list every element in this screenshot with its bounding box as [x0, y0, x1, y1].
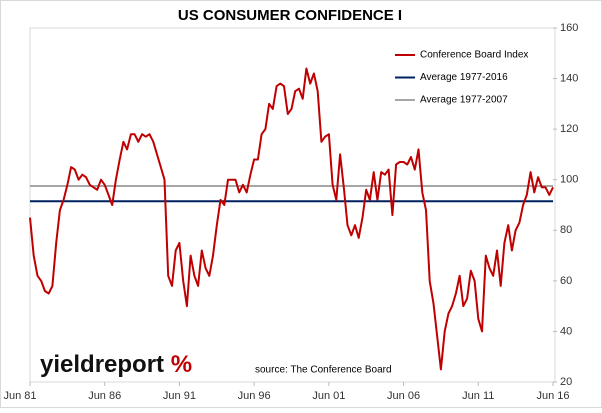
- chart-title: US CONSUMER CONFIDENCE I: [178, 7, 402, 24]
- series-line: [29, 67, 554, 371]
- y-tick-label: 80: [560, 224, 572, 236]
- y-tick-label: 120: [560, 123, 578, 135]
- y-tick-label: 60: [560, 275, 572, 287]
- y-tick-label: 140: [560, 72, 578, 84]
- y-tick-label: 40: [560, 325, 572, 337]
- y-tick-label: 20: [560, 376, 572, 388]
- x-tick-label: Jun 06: [387, 390, 420, 402]
- x-tick-label: Jun 91: [163, 390, 196, 402]
- legend-label: Average 1977-2007: [420, 95, 508, 106]
- x-tick-label: Jun 16: [536, 390, 569, 402]
- source: source: The Conference Board: [255, 365, 392, 376]
- y-tick-label: 160: [560, 22, 578, 34]
- x-tick-label: Jun 81: [3, 390, 36, 402]
- y-tick-label: 100: [560, 174, 578, 186]
- x-tick-label: Jun 11: [462, 390, 494, 402]
- logo: yieldreport %: [40, 351, 192, 378]
- x-tick-label: Jun 01: [312, 390, 345, 402]
- logo-text: yieldreport: [40, 351, 164, 378]
- logo-mark: %: [171, 351, 192, 378]
- x-tick-label: Jun 86: [88, 390, 121, 402]
- legend-label: Average 1977-2016: [420, 72, 508, 83]
- legend-label: Conference Board Index: [420, 50, 528, 61]
- plot-frame: [29, 27, 556, 383]
- x-tick-label: Jun 96: [238, 390, 271, 402]
